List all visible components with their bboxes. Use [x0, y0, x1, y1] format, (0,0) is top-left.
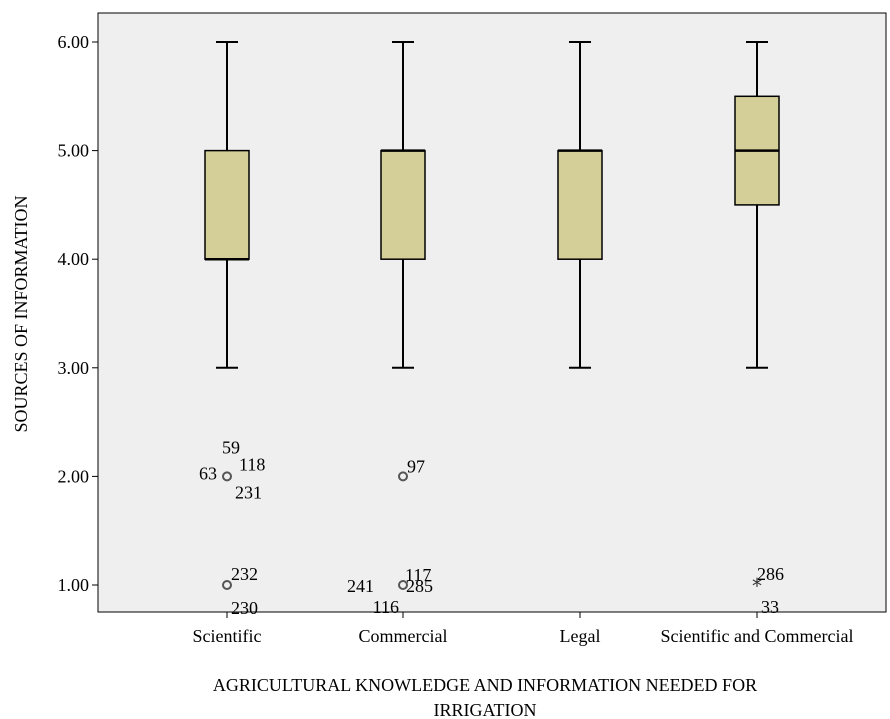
y-tick-label: 6.00 [58, 32, 90, 52]
y-axis: 1.00 2.00 3.00 4.00 5.00 6.00 [58, 32, 98, 595]
x-category-label: Legal [560, 626, 601, 646]
outlier-circle [398, 471, 408, 482]
outlier-id-label: 285 [406, 576, 433, 596]
outlier-id-label: 33 [761, 597, 779, 617]
box-group [204, 41, 250, 369]
y-tick-label: 4.00 [58, 249, 90, 269]
outlier-group: 232 230 [222, 564, 258, 618]
box [380, 149, 426, 260]
outlier-group: 117 241 285 116 [347, 565, 433, 617]
box-group [734, 41, 780, 369]
y-axis-title: SOURCES OF INFORMATION [11, 195, 31, 432]
outlier-star: * [752, 574, 762, 598]
boxes [204, 41, 780, 369]
outlier-id-label: 232 [231, 564, 258, 584]
outlier-id-label: 97 [407, 456, 425, 476]
outlier-id-label: 63 [199, 463, 217, 483]
x-category-label: Commercial [359, 626, 448, 646]
y-tick-label: 5.00 [58, 141, 90, 161]
outlier-circle [222, 471, 232, 482]
outlier-id-label: 118 [239, 454, 265, 474]
outlier-id-label: 116 [373, 597, 399, 617]
x-category-label: Scientific [193, 626, 262, 646]
y-tick-label: 3.00 [58, 358, 90, 378]
y-tick-label: 1.00 [58, 575, 90, 595]
outlier-circle [398, 580, 408, 590]
outlier-group: 97 [398, 456, 425, 482]
outlier-circle [222, 580, 232, 590]
box-group [557, 41, 603, 369]
outlier-id-label: 286 [757, 564, 784, 584]
x-axis-title-line2: IRRIGATION [434, 700, 537, 719]
x-axis-title-line1: AGRICULTURAL KNOWLEDGE AND INFORMATION N… [213, 675, 757, 695]
y-tick-label: 2.00 [58, 466, 90, 486]
outlier-id-label: 241 [347, 576, 374, 596]
box [557, 149, 603, 260]
outlier-id-label: 117 [405, 565, 431, 585]
outlier-id-label: 230 [231, 598, 258, 618]
outlier-group: *286 33 [752, 564, 784, 617]
x-axis: Scientific Commercial Legal Scientific and … [193, 612, 854, 646]
box-group [380, 41, 426, 369]
x-category-label: Scientific and Commercial [661, 626, 854, 646]
outlier-id-label: 59 [222, 437, 240, 457]
box [204, 149, 250, 260]
outlier-id-label: 231 [235, 482, 262, 502]
